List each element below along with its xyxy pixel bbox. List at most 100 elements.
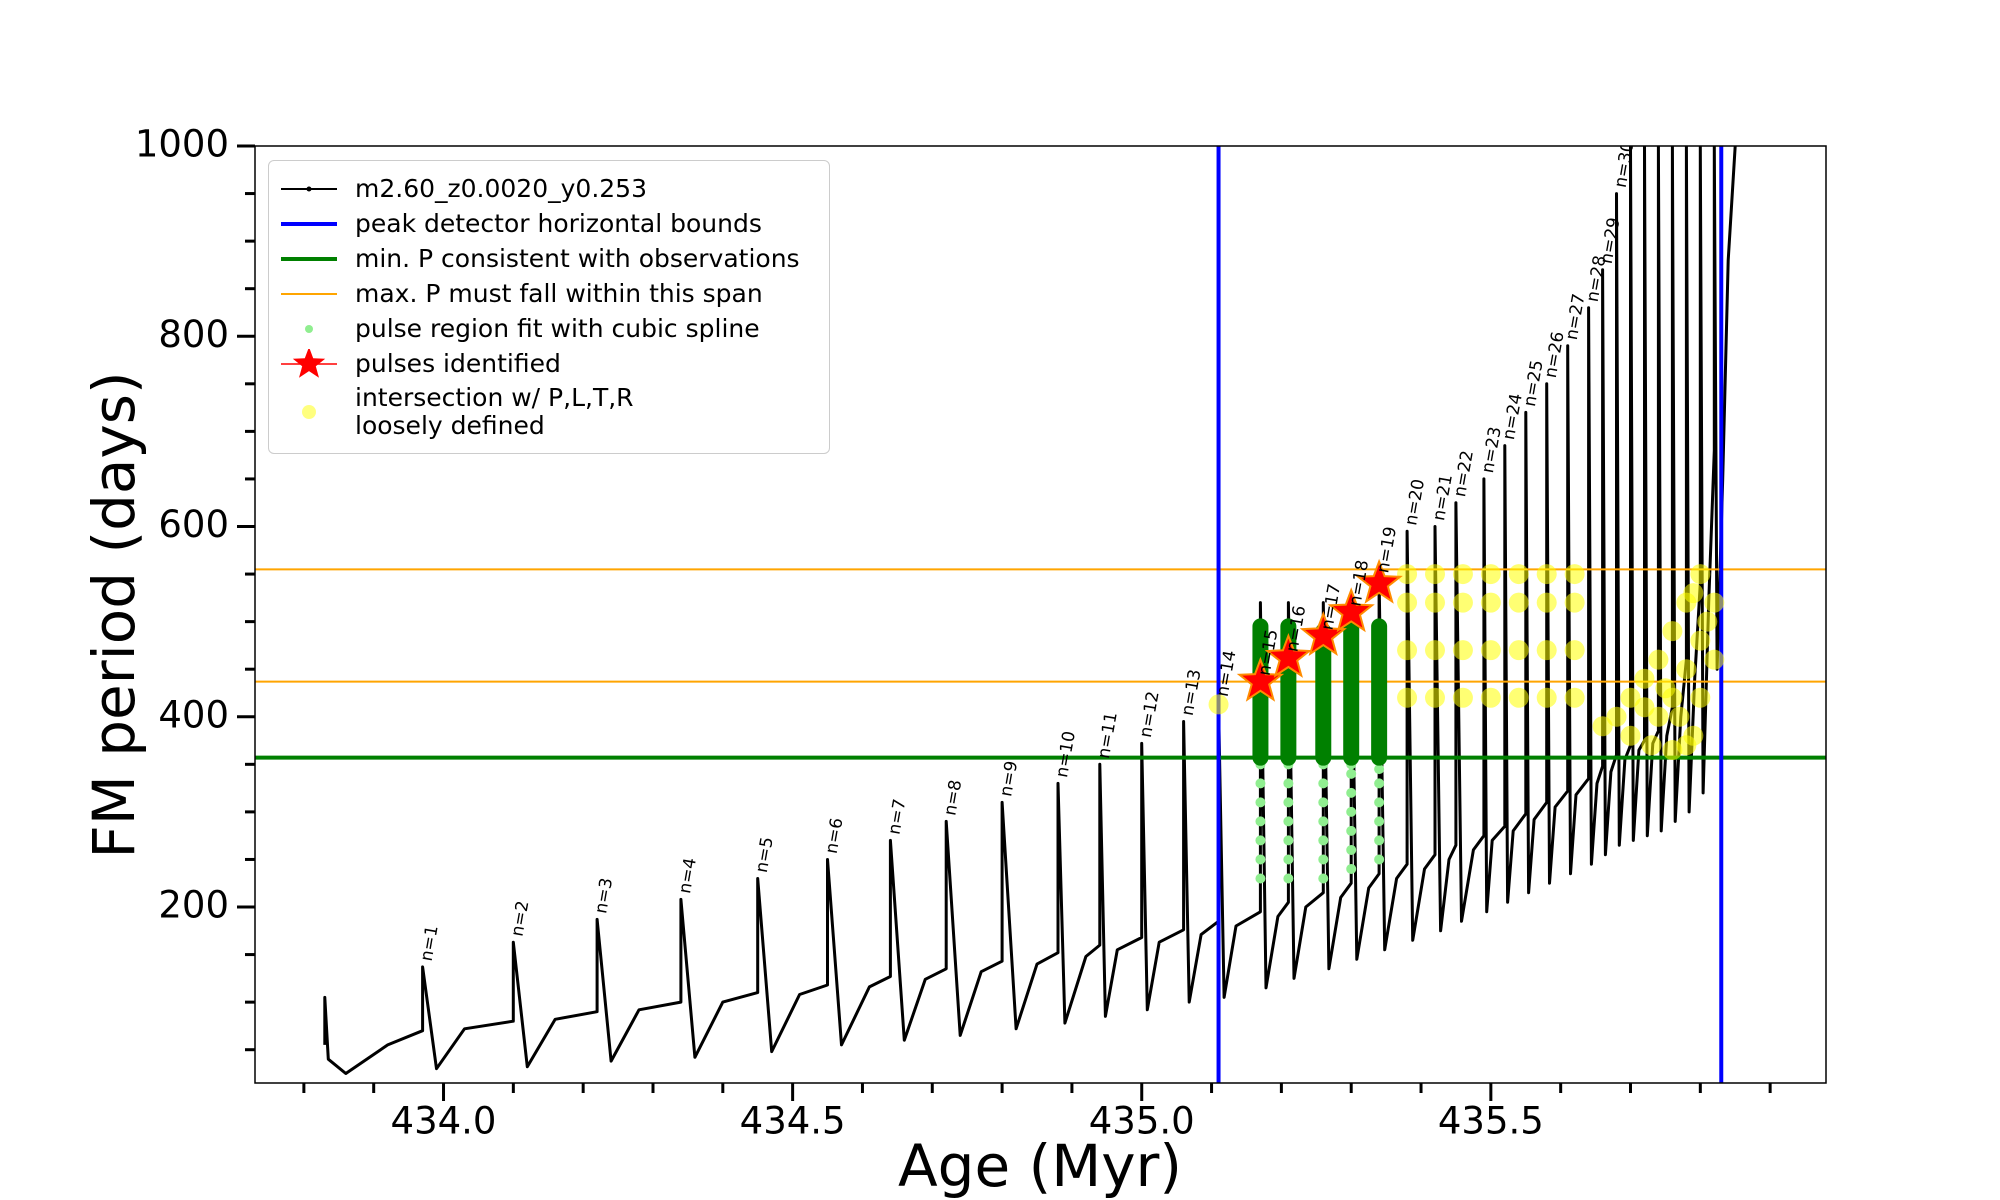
scatter-point xyxy=(1374,816,1385,827)
series-line xyxy=(323,146,1737,1075)
scatter-point xyxy=(1424,564,1445,585)
scatter-point xyxy=(1648,649,1669,670)
legend-label: min. P consistent with observations xyxy=(355,244,800,273)
legend-entry: min. P consistent with observations xyxy=(279,244,819,274)
scatter-point xyxy=(1452,687,1473,708)
legend-entry: pulses identified xyxy=(279,349,819,379)
legend-swatch xyxy=(281,222,337,226)
x-axis-title: Age (Myr) xyxy=(898,1132,1182,1200)
scatter-point xyxy=(1690,630,1711,651)
legend-label: intersection w/ P,L,T,R loosely defined xyxy=(355,383,634,440)
legend-entry: m2.60_z0.0020_y0.253 xyxy=(279,174,819,204)
scatter-point xyxy=(1397,564,1418,585)
scatter-point xyxy=(1374,797,1385,808)
scatter-point xyxy=(1346,825,1357,836)
legend-label: pulses identified xyxy=(355,349,561,378)
scatter-point xyxy=(1318,854,1329,865)
scatter-point xyxy=(1374,835,1385,846)
scatter-point xyxy=(1397,592,1418,613)
legend-swatch xyxy=(281,349,337,378)
scatter-point xyxy=(1346,863,1357,874)
scatter-point xyxy=(1641,735,1662,756)
legend-swatch xyxy=(302,405,316,419)
x-tick-label: 435.0 xyxy=(1089,1100,1195,1143)
legend-label: peak detector horizontal bounds xyxy=(355,209,762,238)
scatter-point xyxy=(1690,564,1711,585)
scatter-point xyxy=(1318,816,1329,827)
scatter-point xyxy=(1683,583,1704,604)
scatter-point xyxy=(1283,854,1294,865)
legend-swatch xyxy=(305,325,313,333)
y-tick-label: 400 xyxy=(158,693,229,736)
scatter-point xyxy=(1662,621,1683,642)
x-tick-label: 435.5 xyxy=(1438,1100,1544,1143)
scatter-point xyxy=(1480,640,1501,661)
scatter-point xyxy=(1255,778,1266,789)
scatter-point xyxy=(1480,687,1501,708)
scatter-point xyxy=(1655,678,1676,699)
scatter-point xyxy=(1704,592,1725,613)
scatter-point xyxy=(1255,873,1266,884)
y-tick-label: 200 xyxy=(158,884,229,927)
scatter-point xyxy=(1676,659,1697,680)
scatter-point xyxy=(1508,564,1529,585)
y-tick-label: 800 xyxy=(158,313,229,356)
scatter-point xyxy=(1536,592,1557,613)
scatter-point xyxy=(1452,592,1473,613)
scatter-point xyxy=(1480,592,1501,613)
scatter-point xyxy=(1346,787,1357,798)
legend-swatch xyxy=(281,186,337,192)
scatter-point xyxy=(1564,564,1585,585)
scatter-point xyxy=(1208,694,1229,715)
scatter-point xyxy=(1283,797,1294,808)
scatter-point xyxy=(1620,725,1641,746)
legend-dot xyxy=(302,405,316,419)
scatter-point xyxy=(1255,797,1266,808)
scatter-point xyxy=(1564,640,1585,661)
scatter-point xyxy=(1704,649,1725,670)
plot-frame xyxy=(254,145,1827,1084)
scatter-point xyxy=(1346,806,1357,817)
scatter-point xyxy=(1508,687,1529,708)
legend-dot xyxy=(306,186,312,192)
scatter-point xyxy=(1592,716,1613,737)
scatter-point xyxy=(1374,764,1385,775)
scatter-point xyxy=(1536,564,1557,585)
x-tick-label: 434.5 xyxy=(740,1100,846,1143)
y-tick-label: 1000 xyxy=(135,123,229,166)
scatter-point xyxy=(1397,687,1418,708)
x-tick-label: 434.0 xyxy=(391,1100,497,1143)
scatter-point xyxy=(1634,668,1655,689)
legend-dot xyxy=(305,325,313,333)
scatter-point xyxy=(1424,687,1445,708)
star-point xyxy=(1264,632,1313,678)
scatter-point xyxy=(1346,844,1357,855)
legend-label: pulse region fit with cubic spline xyxy=(355,314,760,343)
scatter-point xyxy=(1346,768,1357,779)
scatter-point xyxy=(1283,778,1294,789)
scatter-point xyxy=(1620,687,1641,708)
legend-label: m2.60_z0.0020_y0.253 xyxy=(355,174,647,203)
scatter-point xyxy=(1536,640,1557,661)
legend-entry: pulse region fit with cubic spline xyxy=(279,314,819,344)
scatter-point xyxy=(1283,816,1294,827)
legend-star xyxy=(292,349,326,378)
scatter-point xyxy=(1690,687,1711,708)
scatter-point xyxy=(1508,592,1529,613)
scatter-point xyxy=(1683,725,1704,746)
scatter-point xyxy=(1648,706,1669,727)
scatter-point xyxy=(1536,687,1557,708)
star-point xyxy=(1355,558,1403,604)
scatter-point xyxy=(1283,873,1294,884)
scatter-point xyxy=(1424,592,1445,613)
legend-swatch xyxy=(281,257,337,261)
scatter-point xyxy=(1318,797,1329,808)
scatter-point xyxy=(1318,873,1329,884)
scatter-point xyxy=(1634,697,1655,718)
scatter-point xyxy=(1564,592,1585,613)
scatter-point xyxy=(1697,611,1718,632)
y-axis-title: FM period (days) xyxy=(80,371,148,858)
scatter-point xyxy=(1318,835,1329,846)
